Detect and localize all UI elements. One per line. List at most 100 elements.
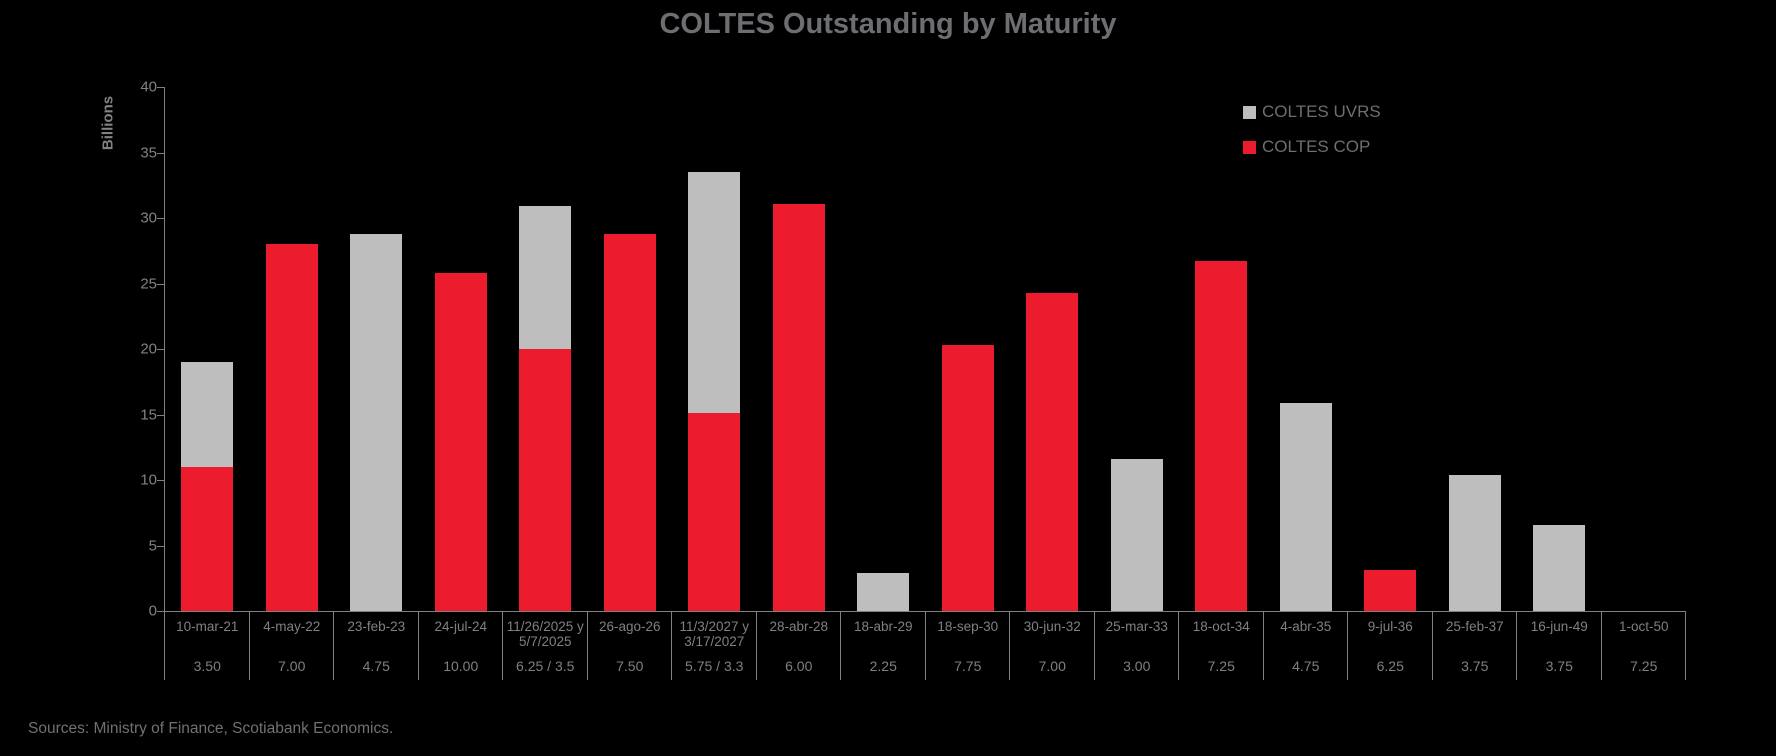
legend-label: COLTES COP <box>1262 137 1371 156</box>
x-label-coupon: 7.25 <box>1207 658 1235 674</box>
y-tick-mark <box>157 152 164 154</box>
bar-segment-uvrs <box>519 206 572 349</box>
bar-segment-uvrs <box>1533 524 1586 611</box>
x-label-date: 30-jun-32 <box>1023 619 1081 634</box>
x-label-date: 18-abr-29 <box>853 619 913 634</box>
x-label-date: 16-jun-49 <box>1530 619 1588 634</box>
y-tick-label: 10 <box>140 471 157 489</box>
bar-segment-uvrs <box>181 362 234 467</box>
x-label-coupon: 5.75 / 3.3 <box>685 658 744 674</box>
x-category-divider <box>1516 611 1517 680</box>
x-category-divider <box>1600 611 1602 680</box>
x-label-coupon: 2.25 <box>869 658 897 674</box>
x-category-divider <box>755 611 757 680</box>
x-category-divider <box>1093 611 1095 680</box>
y-tick-label: 40 <box>140 78 157 96</box>
legend-item: COLTES COP <box>1243 137 1381 157</box>
x-label-coupon: 3.75 <box>1545 658 1573 674</box>
bar-segment-uvrs <box>688 172 741 414</box>
bar-segment-cop <box>1195 261 1248 611</box>
x-label-coupon: 3.75 <box>1461 658 1489 674</box>
x-category-divider <box>840 611 841 680</box>
bar-segment-cop <box>519 349 572 611</box>
x-category-divider <box>1009 611 1010 680</box>
bar-segment-cop <box>265 244 318 611</box>
x-category-divider <box>1685 611 1686 680</box>
x-label-date: 25-feb-37 <box>1445 619 1504 634</box>
x-label-coupon: 7.25 <box>1630 658 1658 674</box>
x-label-coupon: 7.75 <box>954 658 982 674</box>
bar-segment-uvrs <box>857 573 910 611</box>
x-label-date: 24-jul-24 <box>434 619 488 634</box>
x-label-coupon: 6.25 <box>1376 658 1404 674</box>
y-tick-label: 25 <box>140 275 157 292</box>
bar-segment-cop <box>434 273 487 611</box>
x-label-date: 9-jul-36 <box>1367 619 1413 634</box>
x-label-coupon: 4.75 <box>362 658 390 674</box>
bar-segment-cop <box>1026 292 1079 611</box>
x-label-coupon: 10.00 <box>443 658 479 674</box>
y-tick-mark <box>157 87 164 88</box>
bar-segment-cop <box>1364 570 1417 611</box>
x-label-date: 26-ago-26 <box>598 619 661 634</box>
x-category-divider <box>1347 611 1348 680</box>
x-label-date: 1-oct-50 <box>1618 619 1669 634</box>
x-label-date: 18-sep-30 <box>937 619 999 634</box>
y-tick-label: 5 <box>148 537 157 554</box>
x-label-date: 18-oct-34 <box>1192 619 1250 634</box>
x-label-coupon: 6.25 / 3.5 <box>516 658 575 674</box>
y-axis-title: Billions <box>99 95 117 151</box>
x-label-date: 4-abr-35 <box>1280 619 1332 634</box>
bar-segment-cop <box>941 345 994 611</box>
y-tick-mark <box>157 545 164 547</box>
y-tick-mark <box>157 480 164 481</box>
source-note: Sources: Ministry of Finance, Scotiabank… <box>28 720 394 737</box>
bar-segment-cop <box>181 466 234 611</box>
legend: COLTES UVRS COLTES COP <box>1243 102 1381 172</box>
x-label-date: 28-abr-28 <box>769 619 829 634</box>
x-category-divider <box>248 611 250 680</box>
x-category-divider <box>586 611 588 680</box>
x-category-divider <box>333 611 334 680</box>
x-category-divider <box>502 611 503 680</box>
x-label-coupon: 3.00 <box>1123 658 1151 674</box>
y-tick-mark <box>157 283 164 285</box>
x-label-coupon: 7.00 <box>278 658 306 674</box>
legend-swatch <box>1243 140 1256 154</box>
chart-title: COLTES Outstanding by Maturity <box>659 8 1117 40</box>
legend-swatch <box>1243 105 1256 119</box>
y-tick-label: 30 <box>140 209 157 227</box>
y-tick-mark <box>157 611 164 612</box>
x-category-divider <box>924 611 926 680</box>
bar-segment-uvrs <box>350 233 403 611</box>
x-label-date: 11/3/2027 y 3/17/2027 <box>679 619 750 649</box>
bar-segment-cop <box>603 233 656 611</box>
x-category-divider <box>1262 611 1264 680</box>
x-category-divider <box>164 611 165 680</box>
x-label-date: 25-mar-33 <box>1105 619 1168 634</box>
bar-segment-uvrs <box>1279 402 1332 611</box>
x-label-coupon: 7.50 <box>616 658 644 674</box>
bar-segment-uvrs <box>1448 474 1501 611</box>
y-tick-label: 0 <box>148 602 157 620</box>
y-tick-label: 35 <box>140 144 157 161</box>
x-label-coupon: 3.50 <box>193 658 221 674</box>
y-tick-label: 15 <box>140 406 157 423</box>
y-tick-label: 20 <box>140 340 157 358</box>
x-category-divider <box>671 611 672 680</box>
y-tick-mark <box>157 349 164 350</box>
x-category-divider <box>1431 611 1433 680</box>
legend-label: COLTES UVRS <box>1262 102 1381 121</box>
x-label-date: 10-mar-21 <box>176 619 239 634</box>
x-label-coupon: 7.00 <box>1038 658 1066 674</box>
bar-segment-uvrs <box>1110 459 1163 611</box>
x-label-coupon: 6.00 <box>785 658 813 674</box>
bar-segment-cop <box>688 413 741 611</box>
y-axis-line <box>164 87 165 611</box>
x-category-divider <box>1178 611 1179 680</box>
y-tick-mark <box>157 414 164 416</box>
x-label-date: 11/26/2025 y 5/7/2025 <box>506 619 584 649</box>
x-category-divider <box>417 611 419 680</box>
x-label-date: 23-feb-23 <box>347 619 406 634</box>
